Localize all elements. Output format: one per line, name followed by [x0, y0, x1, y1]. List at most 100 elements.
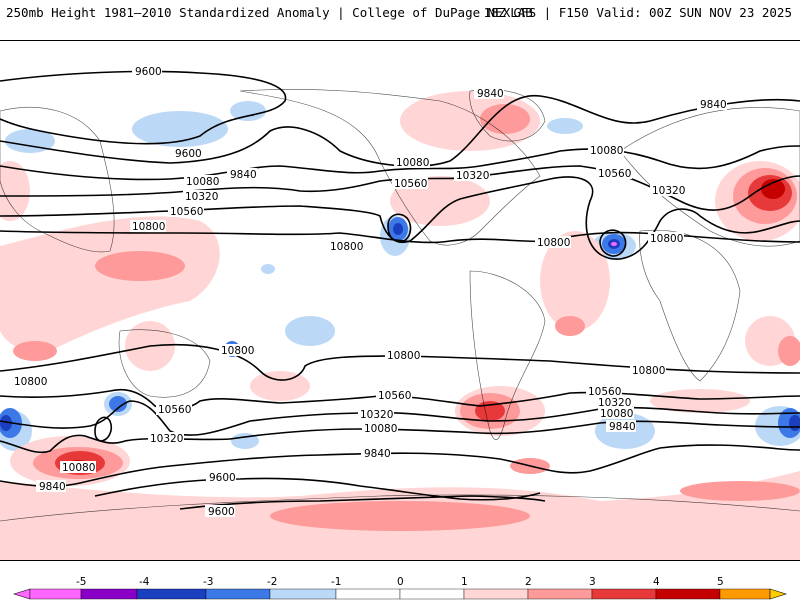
colorbar-seg-pos1: [463, 588, 529, 600]
contour-label-9840-s3: 9840: [39, 481, 66, 493]
contour-10560-south: [0, 388, 800, 411]
contour-closed-baja: [387, 213, 412, 243]
anom-neg-south-pac: [231, 433, 259, 449]
contour-label-10800-atl: 10800: [537, 237, 570, 249]
anom-neg-pac-small: [261, 264, 275, 274]
anom-pos2-indian: [13, 341, 57, 361]
colorbar-left-arrow: [12, 588, 31, 600]
contour-label-10560-np: 10560: [170, 206, 203, 218]
contour-label-10080-s1: 10080: [364, 423, 397, 435]
contour-label-10560-atl: 10560: [598, 168, 631, 180]
anom-neg5-azores: [611, 242, 617, 246]
contour-closed-nz: [94, 416, 113, 442]
contour-label-9600-s1: 9600: [209, 472, 236, 484]
contour-label-10080-na: 10080: [396, 157, 429, 169]
contour-label-10320-na: 10320: [456, 170, 489, 182]
height-contours: [0, 70, 800, 510]
contour-label-10800-sa: 10800: [632, 365, 665, 377]
contour-label-10320-s1: 10320: [150, 433, 183, 445]
colorbar-right-arrow: [769, 588, 788, 600]
contour-label-10800-af: 10800: [650, 233, 683, 245]
title-left: 250mb Height 1981–2010 Standardized Anom…: [6, 5, 533, 20]
colorbar-tick-neg1: -1: [331, 576, 341, 588]
contour-10080-north: [0, 145, 800, 181]
coast-antarctica: [0, 494, 800, 522]
anom-neg-central-pac: [285, 316, 335, 346]
coast-asia-west: [0, 106, 115, 253]
colorbar-tick-neg4: -4: [139, 576, 150, 588]
coast-greenland: [469, 89, 546, 142]
contour-label-10080-atl: 10080: [590, 145, 623, 157]
anom-pos-n-atlantic: [540, 231, 610, 331]
anom-neg3-baja: [393, 223, 403, 235]
contour-label-9840-s1: 9840: [364, 448, 391, 460]
colorbar-tick-neg2: -2: [267, 576, 277, 588]
anom-pos-indopacific: [0, 216, 220, 352]
coast-africa: [639, 229, 741, 382]
colorbar-seg-neg1: [269, 588, 337, 600]
colorbar-seg-pos4: [655, 588, 721, 600]
contour-label-10320-eu: 10320: [652, 185, 685, 197]
colorbar-tick-neg3: -3: [203, 576, 213, 588]
anom-pos-s-pac: [250, 371, 310, 401]
contour-label-9600-s2: 9600: [208, 506, 235, 518]
anom-pos2-antarctic-b: [680, 481, 800, 501]
anom-pos-s-atl: [650, 389, 750, 413]
colorbar-seg-neg5: [29, 588, 82, 600]
contour-label-10320-np: 10320: [185, 191, 218, 203]
colorbar-seg-neg2: [205, 588, 271, 600]
contour-label-9840-eu: 9840: [700, 99, 727, 111]
contour-label-10080-s2: 10080: [600, 408, 633, 420]
anom-pos2-arctic: [480, 104, 530, 134]
contour-label-10800-sp: 10800: [387, 350, 420, 362]
anomaly-map: 9600 9600 9840 9840 9840 10080 10080 100…: [0, 40, 800, 561]
contour-label-9600-np: 9600: [135, 66, 162, 78]
colorbar-tick-1: 1: [461, 576, 468, 588]
colorbar-tick-4: 4: [653, 576, 660, 588]
anom-pos-west-edge: [0, 161, 30, 221]
contour-10080-south: [0, 420, 800, 454]
map-svg: 9600 9600 9840 9840 9840 10080 10080 100…: [0, 65, 800, 560]
contour-9840-north: [0, 95, 800, 167]
contour-9600-south: [94, 477, 546, 510]
contour-label-10800-pac: 10800: [330, 241, 363, 253]
colorbar-seg-pos5: [719, 588, 771, 600]
colorbar-tick-2: 2: [525, 576, 532, 588]
anom-pos4-europe: [761, 179, 785, 199]
colorbar: -5 -4 -3 -2 -1 0 1 2 3 4 5: [12, 576, 788, 600]
colorbar-seg-zero-neg: [335, 588, 401, 600]
contour-label-9600-np2: 9600: [175, 148, 202, 160]
anom-pos2-s-atl2: [555, 316, 585, 336]
contour-label-10800-w: 10800: [14, 376, 47, 388]
contour-10560-north: [0, 176, 800, 260]
colorbar-tick-3: 3: [589, 576, 596, 588]
contour-label-10560-s3: 10560: [588, 386, 621, 398]
anom-neg-atl-north: [547, 118, 583, 134]
contour-label-10080-np: 10080: [186, 176, 219, 188]
contour-9840-south: [0, 444, 800, 488]
colorbar-seg-pos3: [591, 588, 657, 600]
anom-neg3-swedge: [0, 415, 12, 431]
anom-neg-arctic: [230, 101, 266, 121]
colorbar-seg-pos2: [527, 588, 593, 600]
colorbar-tick-5: 5: [717, 576, 724, 588]
colorbar-ticks: -5 -4 -3 -2 -1 0 1 2 3 4 5: [76, 576, 724, 588]
contour-labels: 9600 9600 9840 9840 9840 10080 10080 100…: [12, 65, 727, 518]
anom-pos2-indonesia: [95, 251, 185, 281]
contour-10800-south: [0, 343, 800, 381]
anom-neg2-nz: [109, 396, 127, 412]
anom-pos2-arabia: [778, 336, 800, 366]
contour-label-10080-s3: 10080: [62, 462, 95, 474]
colorbar-tick-0: 0: [397, 576, 404, 588]
anom-pos2-antarctic-a: [270, 501, 530, 531]
colorbar-seg-zero-pos: [399, 588, 465, 600]
contour-label-9840-np: 9840: [230, 169, 257, 181]
contour-label-9840-s2: 9840: [609, 421, 636, 433]
contour-label-10560-na: 10560: [394, 178, 427, 190]
coast-eurasia: [619, 107, 800, 247]
contour-10320-south: [0, 400, 800, 436]
anom-neg-north-pacific: [132, 111, 228, 147]
colorbar-segments: [29, 588, 771, 600]
contour-label-9840-arctic: 9840: [477, 88, 504, 100]
colorbar-seg-neg4: [80, 588, 138, 600]
